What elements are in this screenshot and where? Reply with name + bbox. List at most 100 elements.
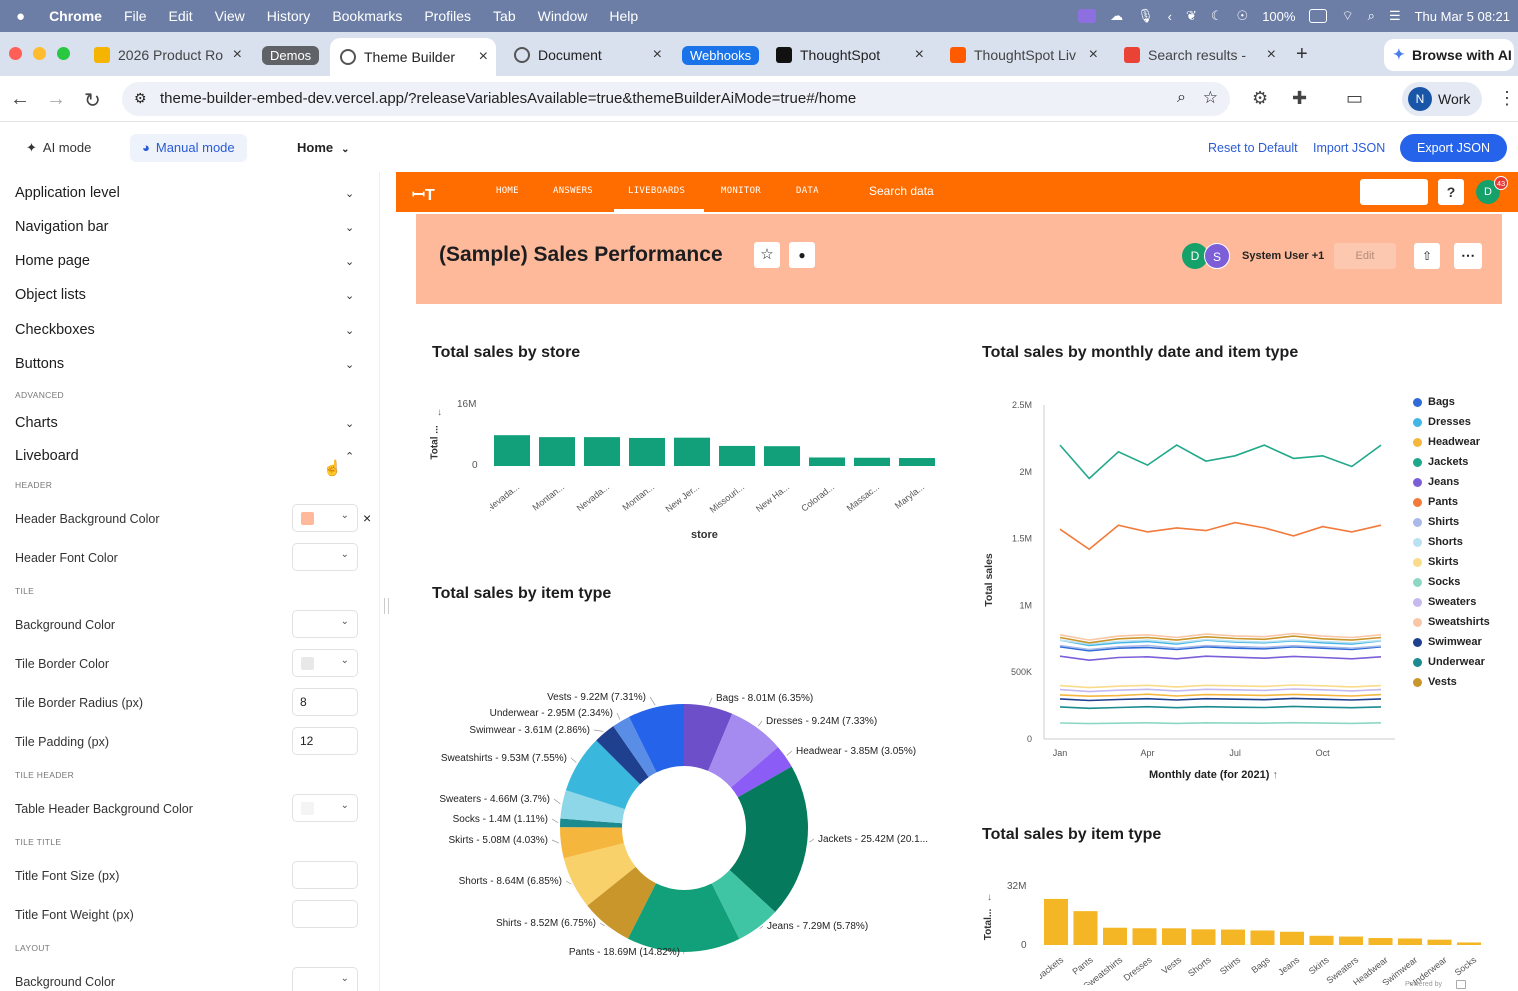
bar[interactable] [1103,927,1127,945]
tab-group-webhooks[interactable]: Webhooks [682,39,760,71]
tab-document[interactable]: Document × [504,39,670,71]
legend-item[interactable]: Bags [1413,396,1455,408]
ts-nav-answers[interactable]: ANSWERS [553,186,594,196]
close-icon[interactable]: × [914,46,924,63]
ai-mode-button[interactable]: ✦ AI mode [14,134,103,162]
series-line[interactable] [1059,655,1382,662]
legend-item[interactable]: Sweatshirts [1413,616,1490,628]
window-zoom-button[interactable] [57,47,70,60]
bar[interactable] [1132,928,1157,945]
bar[interactable] [764,446,800,466]
pie-slice[interactable] [628,704,684,773]
bar[interactable] [1457,942,1481,945]
pie-slice[interactable] [711,870,776,939]
sort-icon[interactable]: ↓ [437,407,442,418]
menu-file[interactable]: File [123,8,147,24]
bar[interactable] [584,437,620,466]
series-line[interactable] [1059,635,1382,644]
menu-window[interactable]: Window [537,8,588,24]
close-icon[interactable]: × [1266,46,1276,63]
menu-profiles[interactable]: Profiles [424,8,472,24]
bar[interactable] [1044,898,1068,945]
series-line[interactable] [1059,632,1382,641]
export-json-button[interactable]: Export JSON [1400,134,1507,162]
series-line[interactable] [1059,521,1382,551]
pie-slice[interactable] [708,713,778,788]
thoughtspot-logo-icon[interactable]: ꟷT [412,187,435,204]
ts-nav-liveboards[interactable]: LIVEBOARDS [628,186,686,196]
close-icon[interactable]: × [232,46,242,63]
legend-item[interactable]: Jackets [1413,456,1468,468]
pie-slice[interactable] [560,790,625,824]
control-center-icon[interactable]: ☰ [1388,8,1401,23]
kebab-menu-icon[interactable]: ⋮ [1498,88,1516,108]
leaf-icon[interactable]: ❦ [1185,8,1197,23]
accessibility-icon[interactable]: ☉ [1236,8,1249,23]
window-close-button[interactable] [9,47,22,60]
pie-slice[interactable] [730,747,792,798]
extension-gear-icon[interactable]: ⚙ [1252,88,1269,108]
ts-nav-home[interactable]: HOME [496,186,519,196]
side-panel-icon[interactable]: ▭ [1346,88,1364,108]
bar[interactable] [1221,929,1245,945]
header-font-color-picker[interactable]: ⌄ [292,543,358,571]
share-icon[interactable]: ⇧ [1414,243,1440,269]
close-icon[interactable]: × [652,46,662,63]
pie-slice[interactable] [587,866,656,939]
legend-item[interactable]: Sweaters [1413,596,1476,608]
bar[interactable] [1427,939,1452,945]
clock[interactable]: Thu Mar 5 08:21 [1414,8,1510,24]
close-icon[interactable]: × [1088,46,1098,63]
series-line[interactable] [1059,693,1382,698]
bar[interactable] [1280,931,1304,945]
header-bg-color-picker[interactable]: ⌄ [292,504,358,532]
ts-nav-data[interactable]: DATA [796,186,819,196]
zoom-icon[interactable]: ⌕ [1177,89,1186,106]
legend-item[interactable]: Vests [1413,676,1457,688]
tile-radius-input[interactable]: 8 [292,688,358,716]
bar[interactable] [1368,938,1393,945]
series-line[interactable] [1059,638,1382,645]
battery-icon[interactable] [1309,9,1328,23]
wifi-icon[interactable]: ⌔ [1341,8,1354,23]
menu-edit[interactable]: Edit [168,8,193,24]
bar[interactable] [1339,936,1363,945]
import-json-link[interactable]: Import JSON [1313,141,1386,155]
menu-view[interactable]: View [214,8,245,24]
close-icon[interactable]: × [478,48,488,65]
tab-2026-product[interactable]: 2026 Product Ro × [84,39,250,71]
bar[interactable] [494,435,530,466]
series-line[interactable] [1059,645,1382,652]
forward-icon[interactable]: → [46,88,66,110]
bar[interactable] [899,458,935,466]
tile-bg-color-picker[interactable]: ⌄ [292,610,358,638]
legend-item[interactable]: Jeans [1413,476,1459,488]
bar[interactable] [1309,935,1334,945]
pie-slice[interactable] [684,704,733,771]
series-line[interactable] [1059,721,1382,725]
site-settings-icon[interactable]: ⚙ [134,90,147,106]
menu-tab[interactable]: Tab [493,8,516,24]
pie-slice[interactable] [729,766,809,913]
legend-item[interactable]: Dresses [1413,416,1471,428]
bar[interactable] [1073,911,1098,945]
pie-slice[interactable] [559,827,624,859]
pie-slice[interactable] [565,740,641,810]
edit-button[interactable]: Edit [1334,243,1396,269]
legend-item[interactable]: Underwear [1413,656,1485,668]
apple-icon[interactable]: ● [16,7,26,25]
favorite-star-icon[interactable]: ☆ [754,242,780,268]
series-line[interactable] [1059,705,1382,710]
title-font-size-input[interactable] [292,861,358,889]
menu-help[interactable]: Help [609,8,639,24]
bar[interactable] [854,457,890,466]
tab-thoughtspot-live[interactable]: ThoughtSpot Liv × [940,39,1106,71]
bookmark-star-icon[interactable]: ☆ [1202,88,1218,107]
series-line[interactable] [1059,688,1382,693]
menu-history[interactable]: History [266,8,311,24]
bar[interactable] [809,457,845,466]
legend-item[interactable]: Pants [1413,496,1458,508]
sort-icon[interactable]: ↓ [987,892,992,903]
tab-thoughtspot[interactable]: ThoughtSpot × [766,39,932,71]
bar[interactable] [539,437,575,466]
